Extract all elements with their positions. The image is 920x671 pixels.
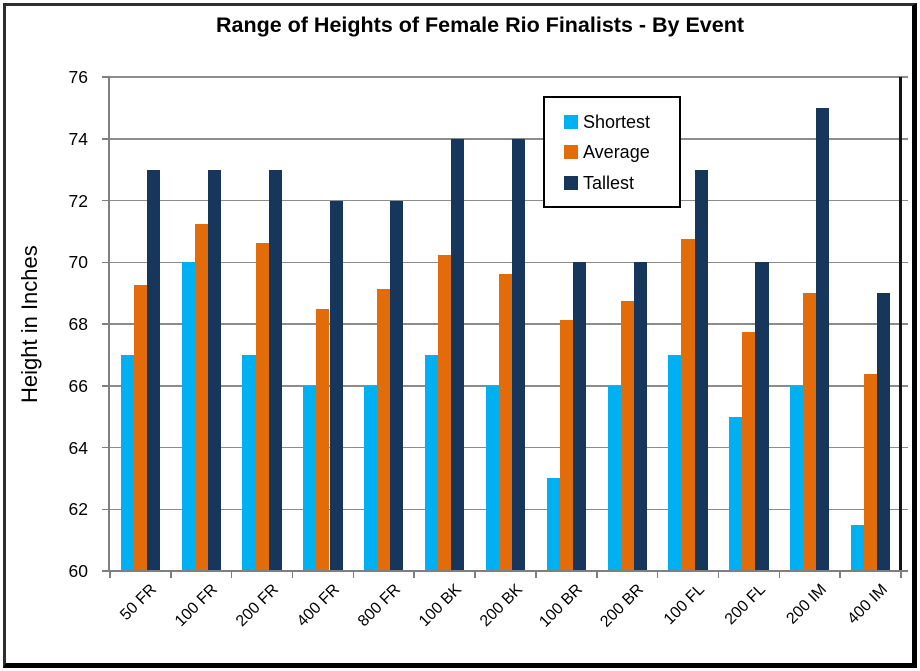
x-tick <box>717 571 720 578</box>
plot-area: 76 74 72 70 68 66 64 62 60 50 FR 100 FR 200 FR 400 F… <box>69 67 908 631</box>
bar-shortest <box>546 478 560 571</box>
y-tick <box>102 261 110 263</box>
legend-label-tallest: Tallest <box>583 172 635 193</box>
bar-shortest <box>850 524 865 571</box>
x-tick <box>596 571 598 578</box>
bar-average <box>742 331 756 571</box>
y-tick-label: 72 <box>68 190 88 211</box>
bar-average <box>803 293 817 571</box>
y-tick-label: 64 <box>68 437 88 458</box>
bar-tallest <box>512 138 526 571</box>
y-tick-label: 76 <box>68 67 88 87</box>
chart-title: Range of Heights of Female Rio Finalists… <box>215 13 745 37</box>
bar-average <box>133 285 147 571</box>
bar-average <box>620 300 634 571</box>
y-tick-label: 70 <box>68 252 88 273</box>
bar-shortest <box>242 354 256 571</box>
y-tick <box>102 385 110 387</box>
legend-item-tallest: Tallest <box>545 174 679 192</box>
y-tick <box>102 138 110 140</box>
y-tick <box>102 323 110 325</box>
gridline-72 <box>110 199 908 202</box>
x-tick <box>778 571 781 578</box>
y-tick-label: 60 <box>68 561 88 581</box>
bar-average <box>255 242 269 571</box>
legend-label-average: Average <box>583 142 650 162</box>
bar-tallest <box>390 200 404 571</box>
secondary-axis-line <box>899 77 902 570</box>
y-tick-label: 62 <box>68 499 88 520</box>
x-axis-line <box>108 569 908 572</box>
y-tick-label: 68 <box>68 314 88 334</box>
bar-average <box>377 289 391 571</box>
x-tick <box>352 571 355 578</box>
bar-tallest <box>207 169 221 571</box>
bar-average <box>864 374 878 571</box>
x-tick <box>839 571 841 578</box>
legend-item-average: Average <box>545 143 679 161</box>
bar-average <box>316 308 330 571</box>
bar-shortest <box>729 416 743 571</box>
gridline-74 <box>110 138 908 140</box>
bar-average <box>559 320 573 571</box>
y-tick-label: 74 <box>68 128 88 149</box>
bar-shortest <box>425 354 439 571</box>
x-tick <box>170 571 172 578</box>
bar-shortest <box>790 385 804 571</box>
x-tick <box>413 571 415 578</box>
bar-tallest <box>755 262 769 571</box>
bar-average <box>438 254 452 571</box>
legend-swatch-average-icon <box>564 145 578 159</box>
bar-tallest <box>572 262 586 571</box>
bar-tallest <box>268 169 282 571</box>
bar-shortest <box>668 354 682 571</box>
legend-swatch-tallest-icon <box>564 175 578 190</box>
x-tick <box>656 571 659 578</box>
bar-average <box>194 223 208 571</box>
y-axis-title: Height in Inches <box>17 245 42 403</box>
bar-shortest <box>120 354 134 571</box>
bar-shortest <box>303 385 317 571</box>
bar-tallest <box>816 107 830 571</box>
bar-shortest <box>364 385 378 571</box>
y-tick <box>102 446 110 449</box>
bar-shortest <box>181 262 195 571</box>
legend-swatch-shortest-icon <box>564 114 578 129</box>
x-tick <box>230 571 233 578</box>
y-axis-line <box>108 76 110 572</box>
x-tick <box>109 571 111 578</box>
x-tick <box>474 571 476 578</box>
x-tick <box>900 571 902 578</box>
bar-tallest <box>877 293 891 571</box>
bar-tallest <box>451 138 465 571</box>
y-tick-label: 66 <box>68 375 88 396</box>
legend-label-shortest: Shortest <box>583 111 651 132</box>
bar-tallest <box>694 169 708 571</box>
y-tick <box>102 76 110 78</box>
legend-item-shortest: Shortest <box>545 113 679 131</box>
bar-tallest <box>633 262 647 571</box>
bar-shortest <box>607 385 621 571</box>
bar-shortest <box>485 385 499 571</box>
y-tick <box>102 199 110 202</box>
bar-tallest <box>329 200 343 571</box>
bar-tallest <box>146 169 161 571</box>
legend: Shortest Average Tallest <box>543 96 681 208</box>
gridline-70 <box>110 261 908 263</box>
x-tick <box>535 571 537 578</box>
y-tick <box>102 508 110 510</box>
bar-average <box>681 239 695 571</box>
bar-average <box>498 273 513 571</box>
x-tick <box>291 571 294 578</box>
y-tick <box>102 570 110 572</box>
gridline-76 <box>110 76 908 78</box>
